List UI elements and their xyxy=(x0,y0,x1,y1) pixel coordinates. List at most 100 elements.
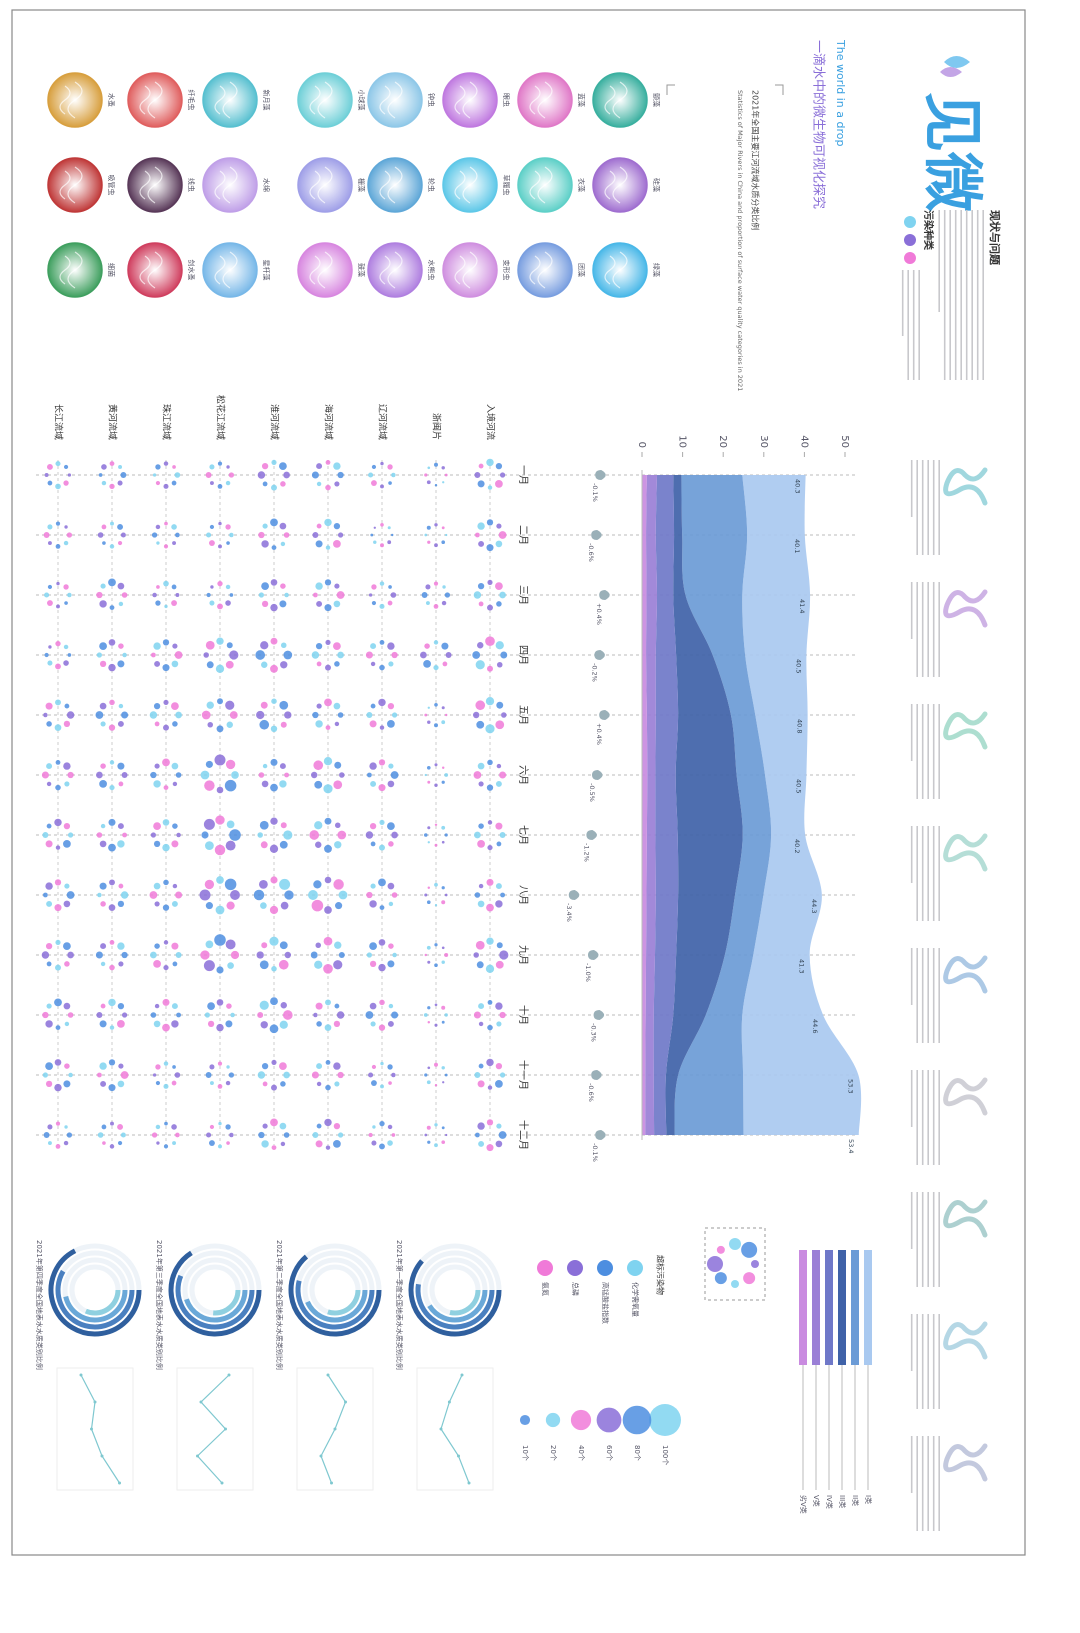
pollutant-dot xyxy=(390,771,399,779)
pollutant-dot xyxy=(204,780,215,791)
pollutant-dot xyxy=(225,1020,233,1028)
pollutant-dot xyxy=(171,900,178,907)
pollutant-dot xyxy=(434,1062,438,1067)
pollutant-dot xyxy=(388,481,392,485)
pollutant-dot xyxy=(47,480,53,486)
pollutant-dot xyxy=(475,940,485,950)
pollutant-dot xyxy=(279,600,287,608)
microbe-texture xyxy=(59,166,83,204)
chart-subtitle: Statistics of Major Rivers in China and … xyxy=(736,90,744,391)
pollutant-dot xyxy=(117,1080,125,1088)
pollutant-dot xyxy=(380,461,384,466)
microbe-texture xyxy=(529,81,553,119)
pollutant-dot xyxy=(485,964,495,973)
pollutant-dot xyxy=(217,1084,223,1089)
pollutant-dot xyxy=(441,706,445,710)
pollutant-dot xyxy=(442,1081,445,1084)
pollutant-dot xyxy=(122,1012,128,1018)
microbe-label: 颤藻 xyxy=(652,93,661,107)
pollutant-dot xyxy=(45,882,53,890)
pollutant-dot xyxy=(316,661,322,667)
pollutant-dot xyxy=(487,820,493,825)
pollutant-dot xyxy=(271,1059,277,1065)
text-placeholder xyxy=(910,826,913,883)
river-thumbnail xyxy=(943,589,988,628)
pollutant-dot xyxy=(172,541,177,546)
total-label: 53.4 xyxy=(847,1139,855,1153)
pollutant-dot xyxy=(499,950,509,960)
pollutant-dot xyxy=(121,772,128,778)
pollutant-dot xyxy=(171,1124,177,1130)
pollutant-dot xyxy=(477,480,485,488)
size-legend-dot xyxy=(570,1409,592,1431)
pollutant-dot xyxy=(279,878,291,890)
text-placeholder xyxy=(943,210,946,380)
pollutant-dot xyxy=(155,1080,161,1086)
pollutant-dot xyxy=(164,604,168,609)
pollutant-dot xyxy=(205,902,213,910)
radial-bar xyxy=(288,1254,382,1337)
pollutant-dot xyxy=(316,703,322,709)
pollutant-dot xyxy=(163,1144,169,1149)
pollutant-dot xyxy=(172,1065,176,1069)
pollutant-dot xyxy=(474,532,480,538)
microbe-texture xyxy=(454,81,478,119)
pollutant-dot xyxy=(64,961,70,967)
pollutant-dot xyxy=(203,652,209,658)
change-drop xyxy=(594,650,605,660)
pollutant-dot xyxy=(205,640,215,650)
pollutant-dot xyxy=(387,526,391,530)
microbe-texture xyxy=(59,251,83,289)
pollutant-dot xyxy=(45,840,53,848)
pollutant-dot xyxy=(284,890,294,900)
text-placeholder xyxy=(927,826,929,921)
pollutant-dot xyxy=(487,759,493,766)
pollutant-dot xyxy=(271,698,277,704)
text-placeholder xyxy=(938,704,940,799)
radial-bar xyxy=(48,1248,142,1337)
example-dot xyxy=(707,1256,723,1272)
pollutant-dot xyxy=(99,840,107,848)
pollutant-dot xyxy=(257,471,266,479)
pollutant-dot xyxy=(110,521,114,526)
pollutant-dot xyxy=(495,480,503,488)
legend-title: 超标污染物 xyxy=(656,1255,666,1295)
pollutant-dot xyxy=(477,840,485,848)
microbe-label: 团藻 xyxy=(577,263,586,277)
pollutant-dot xyxy=(216,1023,224,1032)
y-tick-label: 50 xyxy=(839,435,850,448)
pollutant-dot xyxy=(117,523,124,530)
text-placeholder xyxy=(921,582,924,677)
pollutant-dot xyxy=(120,472,127,478)
pollutant-dot xyxy=(371,1064,377,1070)
microbe-label: 绿藻 xyxy=(652,263,661,277)
pollutant-dot xyxy=(369,942,377,950)
pollutant-dot xyxy=(333,1122,341,1130)
pollutant-dot xyxy=(499,771,507,779)
pollutant-dot xyxy=(324,876,332,884)
month-label: 二月 xyxy=(517,525,529,545)
pollutant-dot xyxy=(271,1084,277,1091)
trend-point xyxy=(220,1481,224,1485)
pollutant-dot xyxy=(427,826,431,830)
pollutant-dot xyxy=(387,540,392,545)
pollutant-dot xyxy=(63,1140,69,1146)
trend-point xyxy=(457,1454,460,1458)
pollutant-dot xyxy=(156,541,160,545)
pollutant-dot xyxy=(370,1021,376,1027)
pollutant-dot xyxy=(100,721,106,727)
pollutant-dot xyxy=(387,960,395,968)
pollutant-dot xyxy=(120,1132,126,1138)
pollutant-dot xyxy=(434,904,438,907)
radial-bar xyxy=(168,1250,262,1337)
text-placeholder xyxy=(965,210,968,380)
trend-line xyxy=(80,1374,121,1484)
example-dot xyxy=(731,1280,739,1288)
pollutant-dot xyxy=(206,532,212,538)
pollutant-dot xyxy=(311,471,319,479)
pollutant-dot xyxy=(68,1072,73,1078)
pollutant-dot xyxy=(477,642,484,649)
pollutant-dot xyxy=(152,1073,157,1077)
pollutant-dot xyxy=(365,651,373,659)
pollutant-dot xyxy=(337,471,344,479)
